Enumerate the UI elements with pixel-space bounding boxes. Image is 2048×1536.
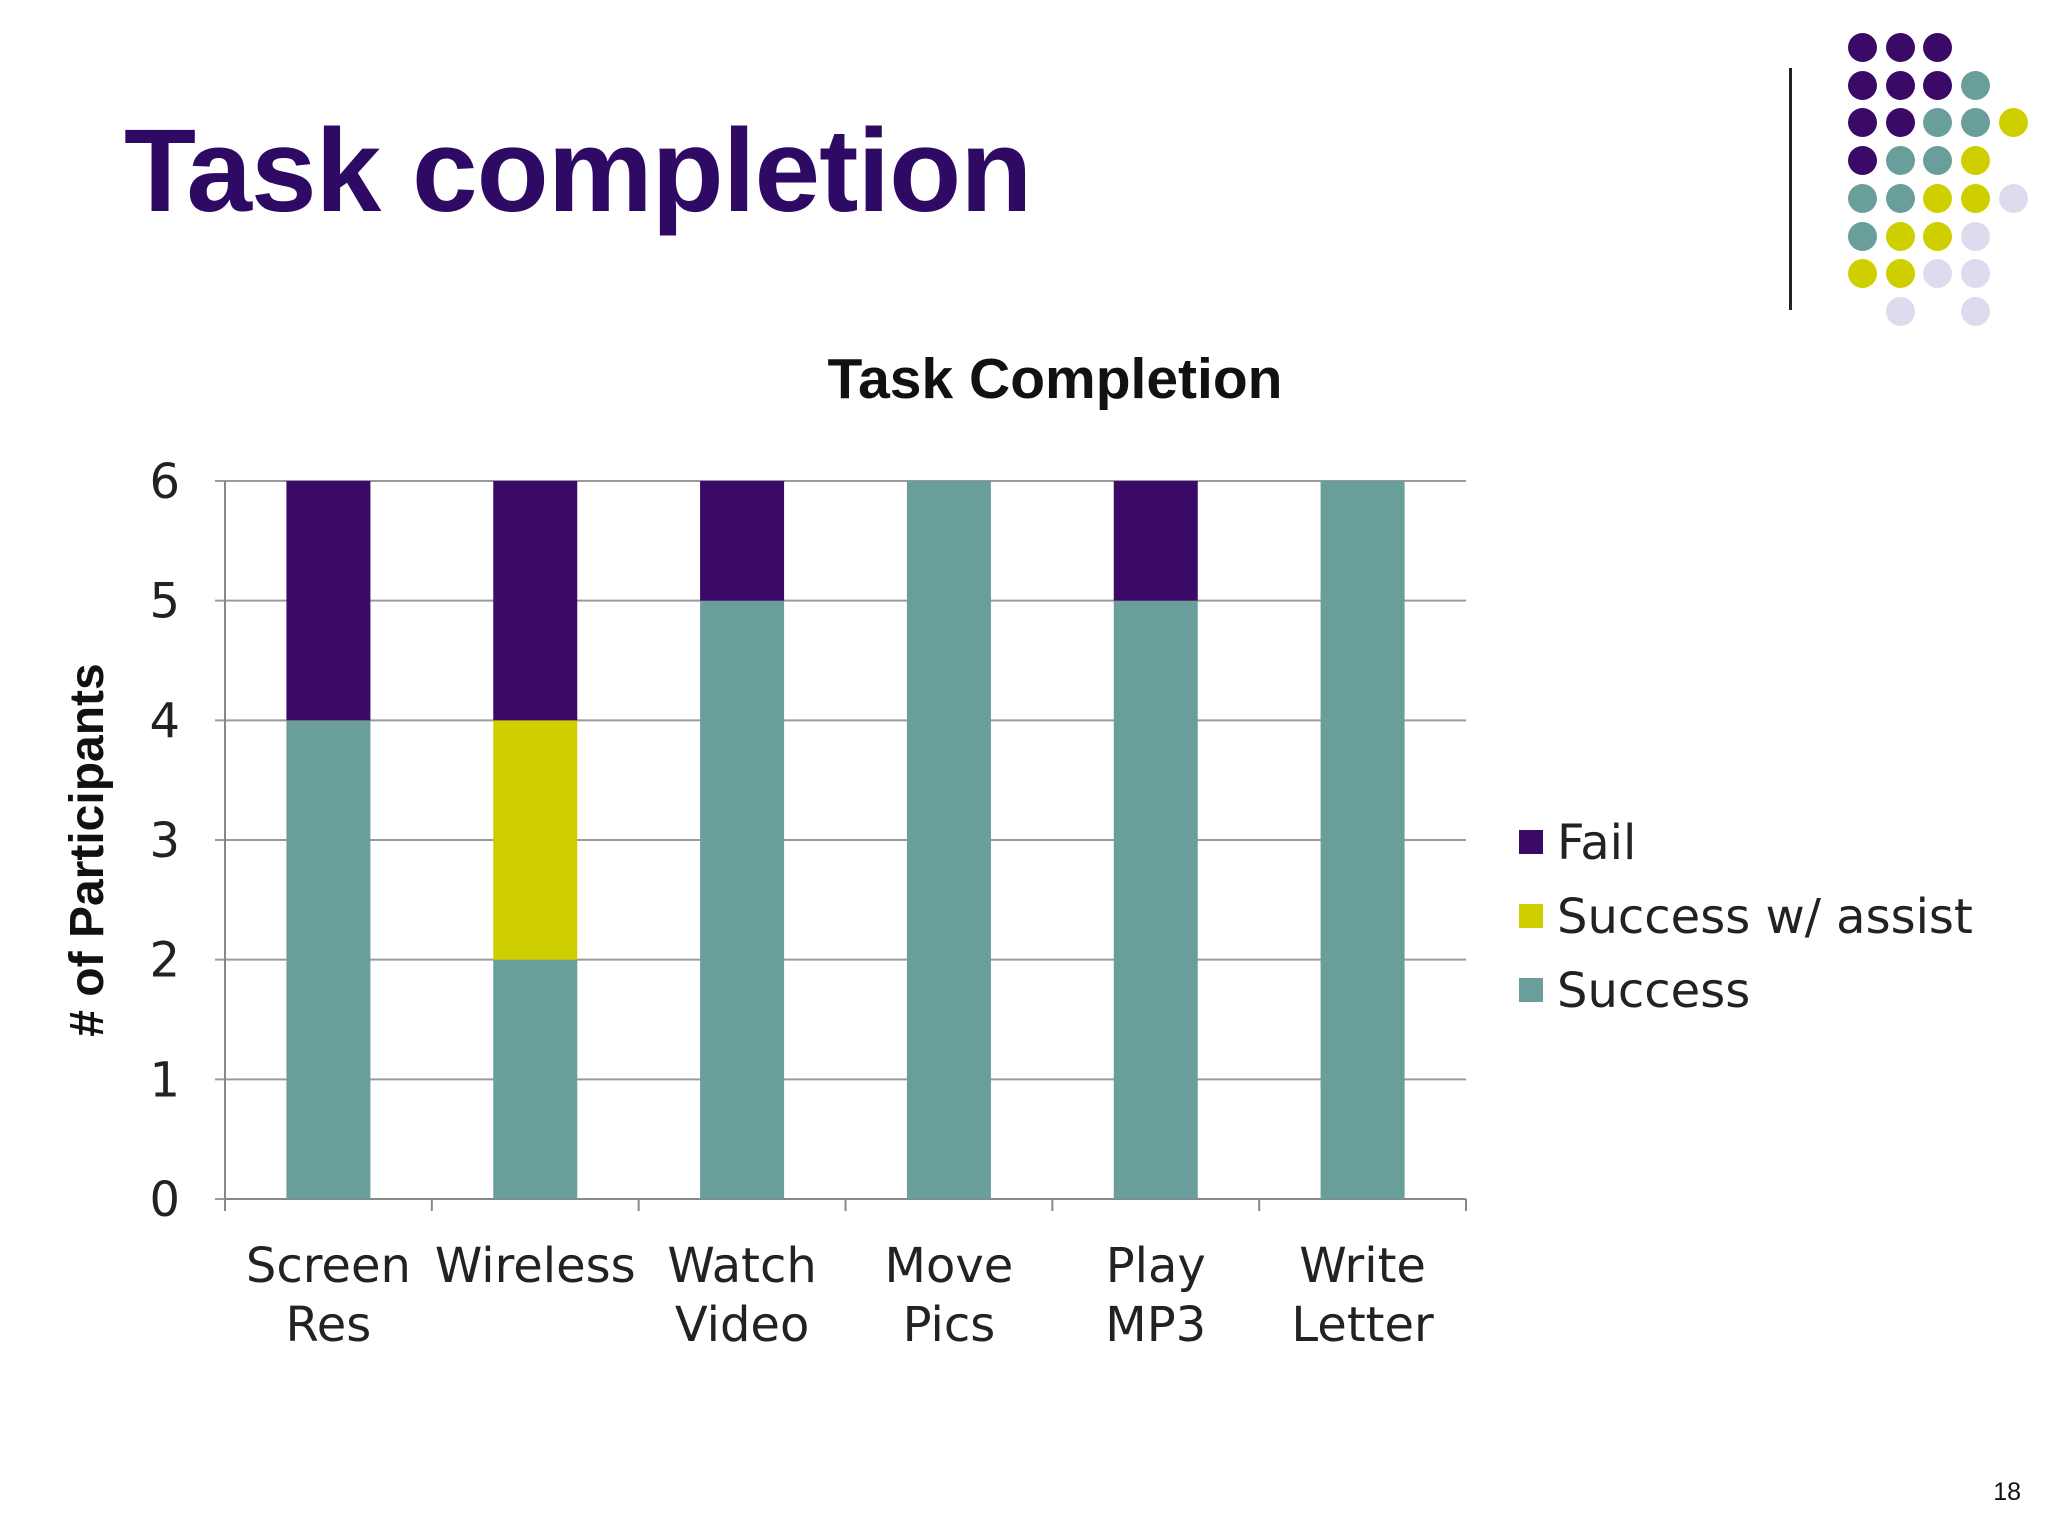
x-category-label: Wireless xyxy=(435,1238,636,1294)
decorative-dot xyxy=(1923,108,1953,138)
legend-swatch xyxy=(1519,904,1543,928)
decorative-dot xyxy=(1998,183,2028,213)
bar-success xyxy=(1113,600,1198,1199)
decorative-dot xyxy=(1848,221,1877,251)
legend-swatch xyxy=(1519,978,1543,1002)
legend-label: Success w/ assist xyxy=(1557,889,1973,945)
decorative-dot xyxy=(1848,259,1877,289)
y-tick-label: 5 xyxy=(149,574,180,630)
legend-label: Success xyxy=(1557,963,1750,1019)
chart-title: Task Completion xyxy=(828,347,1283,411)
y-axis-title: # of Participants xyxy=(61,663,114,1036)
bar-success xyxy=(906,481,991,1199)
decorative-dot xyxy=(1961,108,1991,138)
decorative-dot xyxy=(1923,146,1953,176)
y-tick-label: 0 xyxy=(149,1172,180,1228)
decorative-dot xyxy=(1961,259,1991,289)
bar-success xyxy=(286,720,371,1199)
decorative-dot xyxy=(1923,183,1953,213)
bar-fail xyxy=(700,481,785,601)
bar-fail xyxy=(1113,481,1198,601)
x-category-label: MP3 xyxy=(1105,1297,1206,1353)
bar-success-w-assist xyxy=(493,720,578,960)
legend-label: Fail xyxy=(1557,815,1636,871)
x-category-label: Move xyxy=(885,1238,1014,1294)
legend-swatch xyxy=(1519,830,1543,854)
decorative-dot xyxy=(1848,146,1877,176)
x-category-label: Video xyxy=(675,1297,809,1353)
decorative-dot xyxy=(1961,296,1991,326)
x-category-label: Pics xyxy=(903,1297,996,1353)
decorative-dot xyxy=(1923,33,1953,62)
decorative-dot xyxy=(1961,183,1991,213)
decorative-dot xyxy=(1961,146,1991,176)
y-tick-label: 4 xyxy=(149,693,180,749)
decorative-dot xyxy=(1885,296,1915,326)
decorative-dot xyxy=(1998,108,2028,138)
bar-success xyxy=(493,959,578,1199)
decorative-dot xyxy=(1848,108,1877,138)
bar-success xyxy=(700,600,785,1199)
decorative-dot xyxy=(1961,70,1991,100)
decorative-dot xyxy=(1885,183,1915,213)
decorative-dot xyxy=(1885,221,1915,251)
y-tick-label: 3 xyxy=(149,813,180,869)
x-category-label: Res xyxy=(286,1297,372,1353)
x-category-label: Write xyxy=(1299,1238,1426,1294)
bar-fail xyxy=(286,481,371,721)
slide-title: Task completion xyxy=(124,105,1032,237)
x-category-label: Screen xyxy=(246,1238,411,1294)
decorative-dot xyxy=(1923,70,1953,100)
decorative-dot xyxy=(1923,259,1953,289)
chart-area: Task Completion 0 1 2 3 4 5 6 Screen Res Wireless W… xyxy=(0,340,2048,1440)
decorative-dot xyxy=(1885,146,1915,176)
decorative-dot xyxy=(1885,259,1915,289)
x-category-label: Letter xyxy=(1291,1297,1434,1353)
x-category-label: Watch xyxy=(667,1238,816,1294)
bar-fail xyxy=(493,481,578,721)
decorative-dot xyxy=(1848,183,1877,213)
decorative-dot xyxy=(1848,70,1877,100)
decorative-dot xyxy=(1885,70,1915,100)
x-category-label: Play xyxy=(1106,1238,1206,1294)
decorative-dot xyxy=(1923,221,1953,251)
y-tick-label: 6 xyxy=(149,454,180,510)
decorative-dot xyxy=(1885,108,1915,138)
decorative-dot xyxy=(1885,33,1915,62)
y-tick-label: 2 xyxy=(149,933,180,989)
bar-success xyxy=(1320,481,1405,1199)
title-divider-line xyxy=(1789,68,1792,310)
y-tick-label: 1 xyxy=(149,1052,180,1108)
decorative-dot xyxy=(1961,221,1991,251)
page-number: 18 xyxy=(1993,1478,2021,1506)
decorative-dot xyxy=(1848,33,1877,62)
